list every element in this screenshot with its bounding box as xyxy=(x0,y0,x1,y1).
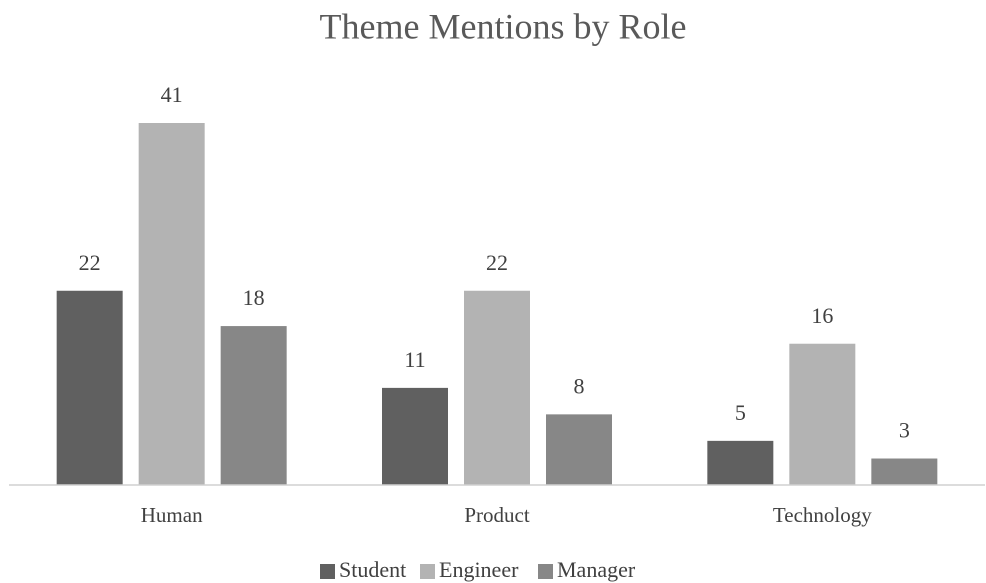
legend-label: Student xyxy=(339,557,406,582)
legend-label: Engineer xyxy=(439,557,519,582)
x-tick-label: Human xyxy=(141,503,203,527)
data-label: 18 xyxy=(243,285,265,310)
bar xyxy=(707,440,774,485)
chart-title: Theme Mentions by Role xyxy=(320,6,687,46)
data-label: 5 xyxy=(735,400,746,425)
bar xyxy=(56,290,123,485)
bar xyxy=(871,458,938,485)
legend-swatch xyxy=(538,564,553,579)
x-tick-label: Technology xyxy=(773,503,872,527)
bar xyxy=(138,123,205,485)
data-label: 22 xyxy=(486,250,508,275)
data-label: 41 xyxy=(161,82,183,107)
data-label: 22 xyxy=(79,250,101,275)
data-label: 11 xyxy=(404,347,425,372)
bar xyxy=(220,326,287,485)
data-label: 16 xyxy=(811,303,833,328)
bar xyxy=(464,290,530,485)
legend-label: Manager xyxy=(557,557,636,582)
x-tick-label: Product xyxy=(464,503,529,527)
bar xyxy=(789,343,856,485)
legend-swatch xyxy=(320,564,335,579)
legend-swatch xyxy=(420,564,435,579)
bar xyxy=(546,414,612,485)
bar xyxy=(382,387,448,485)
data-label: 8 xyxy=(574,373,585,398)
data-label: 3 xyxy=(899,418,910,443)
